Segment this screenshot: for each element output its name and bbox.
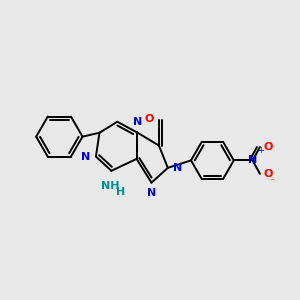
Text: N: N (248, 155, 257, 165)
Text: H: H (116, 187, 125, 197)
Text: N: N (148, 188, 157, 198)
Text: O: O (144, 114, 154, 124)
Text: NH: NH (100, 181, 119, 191)
Text: O: O (263, 142, 273, 152)
Text: N: N (81, 152, 91, 161)
Text: +: + (257, 146, 264, 155)
Text: ⁻: ⁻ (269, 177, 275, 187)
Text: N: N (134, 117, 143, 127)
Text: O: O (263, 169, 273, 179)
Text: N: N (172, 163, 182, 173)
